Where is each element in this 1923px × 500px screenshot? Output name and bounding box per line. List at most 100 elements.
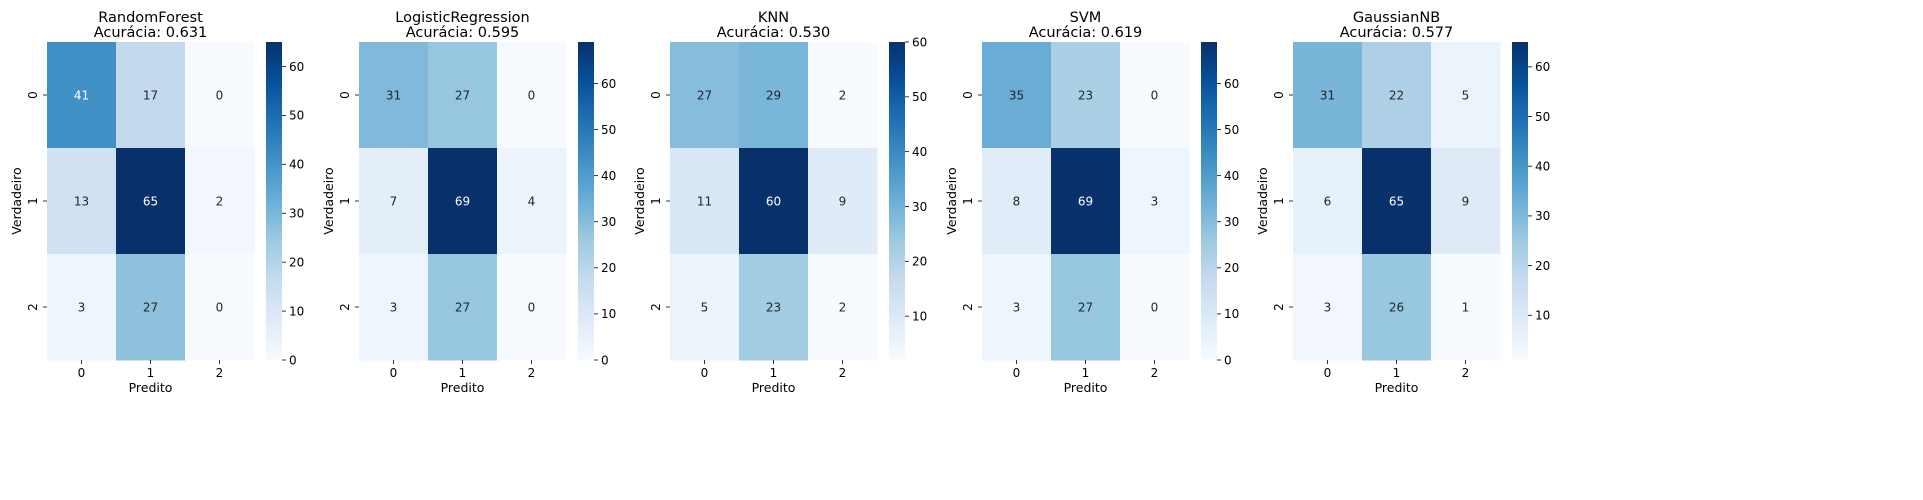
heatmap-cell [1051, 148, 1121, 255]
heatmap-cell [359, 148, 429, 255]
heatmap-cell [1051, 254, 1121, 361]
cell-value-label: 27 [1078, 301, 1093, 315]
cell-value-label: 27 [455, 301, 470, 315]
colorbar-tick-label: 50 [601, 123, 616, 137]
colorbar-tick-label: 40 [912, 145, 927, 159]
cell-value-label: 22 [1389, 89, 1404, 103]
colorbar [1201, 42, 1217, 360]
x-axis-label: Predito [441, 380, 485, 395]
colorbar-tick-label: 10 [1224, 307, 1239, 321]
colorbar-tick-label: 30 [912, 200, 927, 214]
colorbar [1512, 42, 1528, 360]
heatmap-cell [1362, 254, 1432, 361]
y-axis-label: Verdadeiro [1255, 167, 1270, 234]
cell-value-label: 31 [1320, 89, 1335, 103]
cell-value-label: 65 [143, 195, 158, 209]
colorbar [889, 42, 905, 360]
y-tick-label: 2 [338, 303, 352, 311]
y-axis-label: Verdadeiro [944, 167, 959, 234]
panel-subtitle: Acurácia: 0.619 [1029, 25, 1143, 41]
colorbar-tick-label: 0 [601, 353, 609, 367]
panel-subtitle: Acurácia: 0.631 [94, 25, 208, 41]
colorbar-tick-label: 20 [289, 255, 304, 269]
x-tick-label: 0 [1324, 366, 1332, 380]
heatmap-cell [808, 254, 878, 361]
heatmap-cell [1293, 254, 1363, 361]
panel-subtitle: Acurácia: 0.530 [717, 25, 831, 41]
y-tick-label: 0 [1272, 91, 1286, 99]
cell-value-label: 27 [143, 301, 158, 315]
y-tick-label: 0 [26, 91, 40, 99]
heatmap-cell [428, 254, 498, 361]
heatmap-cell [185, 42, 255, 149]
heatmap-cell [739, 148, 809, 255]
heatmap-cell [47, 42, 117, 149]
cell-value-label: 9 [839, 195, 847, 209]
heatmap-cell [116, 254, 186, 361]
cell-value-label: 31 [386, 89, 401, 103]
heatmap-cell [359, 254, 429, 361]
x-tick-label: 2 [1151, 366, 1159, 380]
cell-value-label: 3 [390, 301, 398, 315]
x-axis-label: Predito [129, 380, 173, 395]
cell-value-label: 1 [1462, 301, 1470, 315]
cell-value-label: 7 [390, 195, 398, 209]
y-axis-label: Verdadeiro [9, 167, 24, 234]
cell-value-label: 8 [1013, 195, 1021, 209]
colorbar-tick-label: 40 [1535, 160, 1550, 174]
cell-value-label: 2 [839, 301, 847, 315]
cell-value-label: 3 [1013, 301, 1021, 315]
colorbar-tick-label: 30 [1535, 209, 1550, 223]
y-axis-label: Verdadeiro [321, 167, 336, 234]
colorbar-tick-label: 50 [1224, 123, 1239, 137]
y-axis-label: Verdadeiro [632, 167, 647, 234]
x-tick-label: 1 [770, 366, 778, 380]
colorbar-tick-label: 60 [912, 35, 927, 49]
cell-value-label: 60 [766, 195, 781, 209]
cell-value-label: 5 [1462, 89, 1470, 103]
colorbar-tick-label: 40 [1224, 169, 1239, 183]
cell-value-label: 9 [1462, 195, 1470, 209]
y-tick-label: 1 [961, 197, 975, 205]
cell-value-label: 3 [1324, 301, 1332, 315]
colorbar-tick-label: 0 [1224, 353, 1232, 367]
heatmap-cell [1431, 42, 1501, 149]
panel-title: KNN [758, 10, 789, 26]
heatmap-cell [1431, 254, 1501, 361]
colorbar-tick-label: 10 [1535, 309, 1550, 323]
x-axis-label: Predito [1375, 380, 1419, 395]
heatmap-cell [808, 42, 878, 149]
heatmap-cell [359, 42, 429, 149]
panel-title: GaussianNB [1353, 10, 1440, 26]
heatmap-cell [1431, 148, 1501, 255]
colorbar-tick-label: 30 [289, 207, 304, 221]
x-tick-label: 1 [147, 366, 155, 380]
y-tick-label: 2 [961, 303, 975, 311]
cell-value-label: 0 [1151, 89, 1159, 103]
panel-subtitle: Acurácia: 0.577 [1340, 25, 1454, 41]
colorbar-tick-label: 0 [289, 353, 297, 367]
x-tick-label: 0 [1013, 366, 1021, 380]
colorbar-tick-label: 10 [912, 309, 927, 323]
colorbar-tick-label: 50 [912, 90, 927, 104]
x-axis-label: Predito [1064, 380, 1108, 395]
heatmap-cell [739, 254, 809, 361]
cell-value-label: 13 [74, 195, 89, 209]
x-tick-label: 2 [839, 366, 847, 380]
y-tick-label: 1 [338, 197, 352, 205]
heatmap-cell [185, 254, 255, 361]
heatmap-cell [808, 148, 878, 255]
cell-value-label: 11 [697, 195, 712, 209]
heatmap-cell [982, 148, 1052, 255]
cell-value-label: 35 [1009, 89, 1024, 103]
panel-title: SVM [1070, 10, 1102, 26]
x-tick-label: 0 [390, 366, 398, 380]
colorbar-tick-label: 10 [601, 307, 616, 321]
colorbar-tick-label: 20 [1535, 259, 1550, 273]
colorbar-tick-label: 40 [601, 169, 616, 183]
heatmap-cell [982, 254, 1052, 361]
